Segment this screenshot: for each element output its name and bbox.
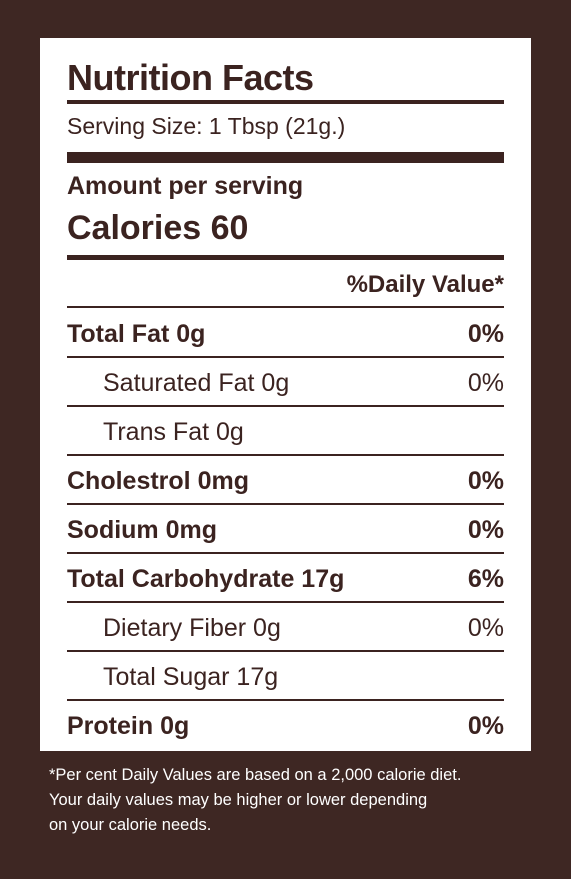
nutrient-name: Dietary Fiber 0g xyxy=(103,614,281,642)
calories: Calories 60 xyxy=(67,209,249,247)
row-divider xyxy=(67,306,504,308)
title-divider xyxy=(67,100,504,104)
serving-size: Serving Size: 1 Tbsp (21g.) xyxy=(67,113,346,139)
row-divider xyxy=(67,356,504,358)
footnote-line: *Per cent Daily Values are based on a 2,… xyxy=(49,766,462,784)
nutrient-row-protein: Protein 0g 0% xyxy=(67,702,504,750)
footnote-line: on your calorie needs. xyxy=(49,816,212,834)
nutrient-row-total-carbohydrate: Total Carbohydrate 17g 6% xyxy=(67,555,504,603)
nutrient-row-cholestrol: Cholestrol 0mg 0% xyxy=(67,457,504,505)
row-divider xyxy=(67,552,504,554)
nutrient-name: Total Sugar 17g xyxy=(103,663,279,691)
row-divider xyxy=(67,601,504,603)
nutrition-label-panel: Nutrition Facts Serving Size: 1 Tbsp (21… xyxy=(40,38,531,751)
nutrient-row-total-sugar: Total Sugar 17g xyxy=(67,653,504,701)
nutrient-dv: 0% xyxy=(467,467,504,495)
nutrient-dv: 0% xyxy=(467,614,504,642)
nutrient-dv: 6% xyxy=(467,565,504,593)
label-title: Nutrition Facts xyxy=(67,57,314,98)
nutrient-name: Saturated Fat 0g xyxy=(103,369,290,397)
nutrient-name: Trans Fat 0g xyxy=(103,418,244,446)
daily-value-footnote: *Per cent Daily Values are based on a 2,… xyxy=(49,763,529,838)
nutrient-row-dietary-fiber: Dietary Fiber 0g 0% xyxy=(67,604,504,652)
footnote-line: Your daily values may be higher or lower… xyxy=(49,791,428,809)
row-divider xyxy=(67,405,504,407)
nutrient-dv: 0% xyxy=(467,320,504,348)
nutrient-name: Sodium 0mg xyxy=(67,516,218,544)
nutrient-row-total-fat: Total Fat 0g 0% xyxy=(67,310,504,358)
nutrient-name: Protein 0g xyxy=(67,712,190,740)
nutrient-name: Total Carbohydrate 17g xyxy=(67,565,345,593)
thick-divider xyxy=(67,152,504,163)
nutrient-name: Total Fat 0g xyxy=(67,320,206,348)
amount-per-serving: Amount per serving xyxy=(67,172,304,200)
nutrient-dv: 0% xyxy=(467,369,504,397)
nutrient-dv: 0% xyxy=(467,712,504,740)
nutrient-row-trans-fat: Trans Fat 0g xyxy=(67,408,504,456)
nutrient-row-sodium: Sodium 0mg 0% xyxy=(67,506,504,554)
row-divider xyxy=(67,454,504,456)
nutrient-dv: 0% xyxy=(467,516,504,544)
row-divider xyxy=(67,650,504,652)
nutrient-name: Cholestrol 0mg xyxy=(67,467,249,495)
calories-divider xyxy=(67,255,504,260)
daily-value-header: %Daily Value* xyxy=(346,271,504,298)
row-divider xyxy=(67,699,504,701)
row-divider xyxy=(67,503,504,505)
nutrient-row-saturated-fat: Saturated Fat 0g 0% xyxy=(67,359,504,407)
